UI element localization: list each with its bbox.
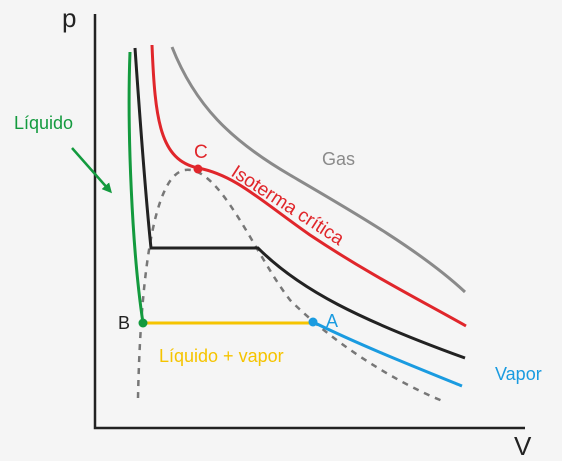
- mixture-label: Líquido + vapor: [159, 346, 284, 366]
- liquid-branch: [127, 51, 145, 324]
- point-a-marker: [308, 317, 318, 327]
- coexistence-dome: [136, 168, 446, 404]
- gas-isotherm: [170, 46, 467, 294]
- point-b-marker: [138, 318, 148, 328]
- critical-isotherm: [150, 44, 467, 328]
- axes: [93, 14, 525, 430]
- vapor-label: Vapor: [495, 364, 542, 384]
- vapor-branch: [312, 320, 463, 388]
- critical-point-marker: [193, 164, 203, 174]
- liquid-label: Líquido: [14, 113, 73, 133]
- critical-point-label: C: [194, 142, 208, 163]
- y-axis-label: p: [62, 3, 76, 33]
- x-axis-label: V: [514, 431, 532, 461]
- gas-label: Gas: [322, 149, 355, 169]
- point-a-label: A: [326, 311, 338, 331]
- subcritical-isotherm: [133, 47, 466, 360]
- point-b-label: B: [118, 313, 130, 333]
- liquid-arrow-icon: [71, 147, 112, 194]
